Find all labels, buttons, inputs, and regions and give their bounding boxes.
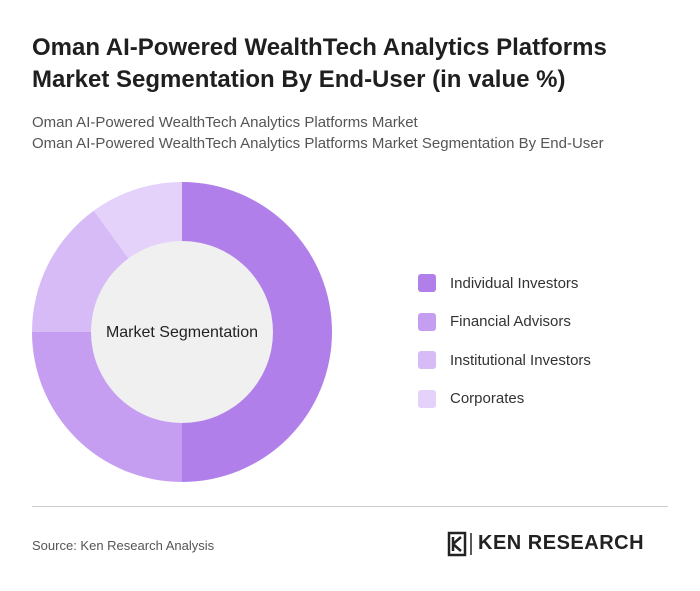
legend: Individual Investors Financial Advisors In… — [418, 264, 591, 418]
chart: Market Segmentation — [32, 182, 332, 482]
legend-item: Individual Investors — [418, 264, 591, 303]
legend-swatch — [418, 312, 436, 331]
legend-swatch — [418, 274, 436, 293]
legend-label: Corporates — [450, 390, 525, 408]
legend-item: Institutional Investors — [418, 341, 591, 380]
legend-swatch — [418, 351, 436, 370]
legend-swatch — [418, 389, 436, 408]
donut-hole — [91, 241, 273, 423]
chart-title: Oman AI-Powered WealthTech Analytics Pla… — [32, 34, 607, 93]
subtitle: Oman AI-Powered WealthTech Analytics Pla… — [32, 114, 418, 131]
source: Source: Ken Research Analysis — [32, 538, 215, 553]
legend-item: Corporates — [418, 380, 591, 419]
logo: KEN RESEARCH — [478, 532, 645, 554]
legend-item: Financial Advisors — [418, 303, 591, 342]
legend-label: Individual Investors — [450, 274, 579, 292]
legend-label: Financial Advisors — [450, 313, 571, 331]
subtitle: Oman AI-Powered WealthTech Analytics Pla… — [32, 135, 604, 152]
legend-label: Institutional Investors — [450, 351, 591, 369]
logo-icon — [447, 531, 467, 557]
center-label: Market Segmentation — [106, 324, 258, 341]
divider — [32, 506, 668, 507]
